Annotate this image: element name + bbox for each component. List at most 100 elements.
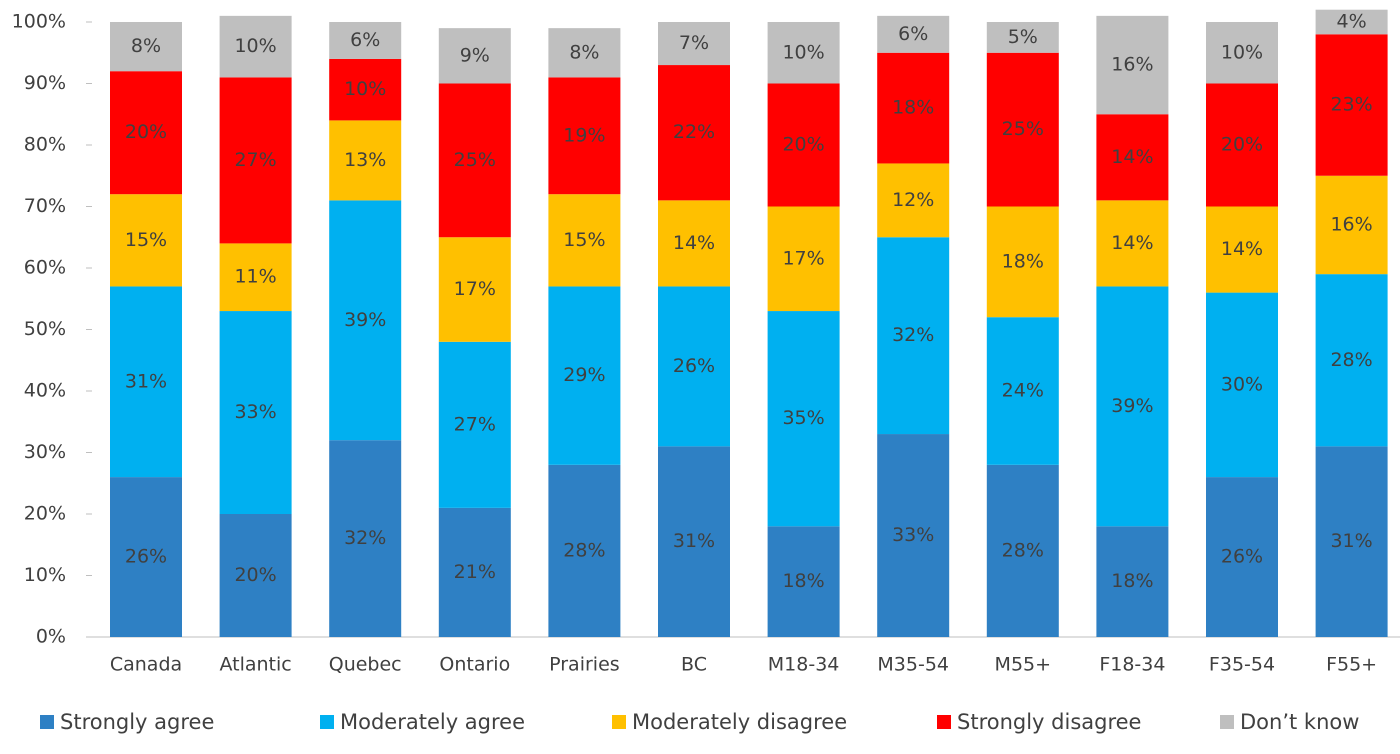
x-tick-label: M35-54 xyxy=(877,654,949,676)
data-label: 14% xyxy=(1111,232,1153,254)
bar-segment xyxy=(1096,526,1169,637)
x-tick-label: BC xyxy=(681,654,707,676)
x-tick-label: Ontario xyxy=(439,654,510,676)
data-label: 28% xyxy=(563,539,605,561)
legend-swatch xyxy=(40,715,54,729)
bar-segment xyxy=(658,446,730,637)
data-label: 20% xyxy=(125,121,167,143)
bar-segment xyxy=(767,526,840,637)
y-tick-label: 100% xyxy=(12,11,66,33)
bar-segment xyxy=(110,22,182,72)
bar-segment xyxy=(1206,83,1278,207)
data-label: 10% xyxy=(234,35,276,57)
y-tick-label: 0% xyxy=(36,626,66,648)
bar-segment xyxy=(1206,206,1278,293)
bar-segment xyxy=(219,15,292,78)
data-label: 16% xyxy=(1330,213,1372,235)
bar-segment xyxy=(658,200,730,287)
data-label: 33% xyxy=(892,524,934,546)
data-label: 10% xyxy=(1221,41,1263,63)
bar-segment xyxy=(1096,15,1169,115)
bar-segment xyxy=(1315,34,1388,176)
bar-segment xyxy=(986,464,1059,637)
data-label: 28% xyxy=(1330,349,1372,371)
bar-segment xyxy=(219,77,292,244)
x-tick-label: F55+ xyxy=(1326,654,1377,676)
data-label: 8% xyxy=(131,35,161,57)
data-label: 35% xyxy=(782,407,824,429)
y-tick-label: 80% xyxy=(24,134,66,156)
bar-segment xyxy=(877,237,950,435)
bar-segment xyxy=(986,206,1059,318)
bar-segment xyxy=(1315,175,1388,275)
data-label: 30% xyxy=(1221,373,1263,395)
data-label: 6% xyxy=(898,23,928,45)
data-label: 14% xyxy=(1221,238,1263,260)
legend-label: Strongly disagree xyxy=(957,710,1141,734)
data-label: 10% xyxy=(782,41,824,63)
data-label: 31% xyxy=(125,370,167,392)
data-label: 14% xyxy=(1111,146,1153,168)
legend-label: Don’t know xyxy=(1240,710,1359,734)
data-label: 18% xyxy=(892,97,934,119)
data-label: 7% xyxy=(679,32,709,54)
data-label: 8% xyxy=(569,41,599,63)
bar-segment xyxy=(1206,22,1278,84)
legend-swatch xyxy=(320,715,334,729)
data-label: 32% xyxy=(344,527,386,549)
bar-segment xyxy=(438,507,511,637)
bar-segment xyxy=(1096,200,1169,287)
data-label: 17% xyxy=(782,247,824,269)
bar-segment xyxy=(219,243,292,312)
y-tick-label: 10% xyxy=(24,564,66,586)
data-label: 13% xyxy=(344,149,386,171)
bar-segment xyxy=(219,514,292,637)
data-label: 31% xyxy=(673,530,715,552)
bar-segment xyxy=(110,194,182,287)
data-label: 32% xyxy=(892,324,934,346)
y-tick-label: 70% xyxy=(24,195,66,217)
data-label: 14% xyxy=(673,232,715,254)
bar-segment xyxy=(438,83,511,238)
bar-segment xyxy=(438,237,511,342)
legend-label: Moderately disagree xyxy=(632,710,847,734)
data-label: 33% xyxy=(234,401,276,423)
legend-swatch xyxy=(937,715,951,729)
bar-segment xyxy=(767,22,840,84)
data-label: 21% xyxy=(454,561,496,583)
y-tick-label: 40% xyxy=(24,380,66,402)
bar-segment xyxy=(110,286,182,478)
bar-segment xyxy=(548,194,621,287)
data-label: 5% xyxy=(1008,26,1038,48)
x-tick-label: M55+ xyxy=(995,654,1052,676)
data-label: 16% xyxy=(1111,54,1153,76)
data-label: 27% xyxy=(234,149,276,171)
data-label: 23% xyxy=(1330,94,1372,116)
bar-segment xyxy=(1315,9,1388,35)
legend-label: Strongly agree xyxy=(60,710,214,734)
y-tick-label: 60% xyxy=(24,257,66,279)
x-tick-label: Atlantic xyxy=(219,654,291,676)
data-label: 18% xyxy=(1002,250,1044,272)
bar-segment xyxy=(658,286,730,447)
data-label: 4% xyxy=(1337,11,1367,33)
data-label: 26% xyxy=(673,355,715,377)
legend-label: Moderately agree xyxy=(340,710,525,734)
bar-segment xyxy=(767,206,840,312)
data-label: 20% xyxy=(782,134,824,156)
data-label: 19% xyxy=(563,124,605,146)
bar-segment xyxy=(986,22,1059,53)
bar-segment xyxy=(658,65,730,201)
bar-segment xyxy=(548,286,621,465)
data-label: 26% xyxy=(1221,546,1263,568)
bar-segment xyxy=(986,317,1059,465)
data-label: 39% xyxy=(1111,395,1153,417)
data-label: 28% xyxy=(1002,539,1044,561)
bar-segment xyxy=(877,52,950,164)
x-tick-label: Canada xyxy=(110,654,182,676)
data-label: 27% xyxy=(454,413,496,435)
data-label: 31% xyxy=(1330,530,1372,552)
y-tick-label: 90% xyxy=(24,72,66,94)
bar-segment xyxy=(877,15,950,53)
